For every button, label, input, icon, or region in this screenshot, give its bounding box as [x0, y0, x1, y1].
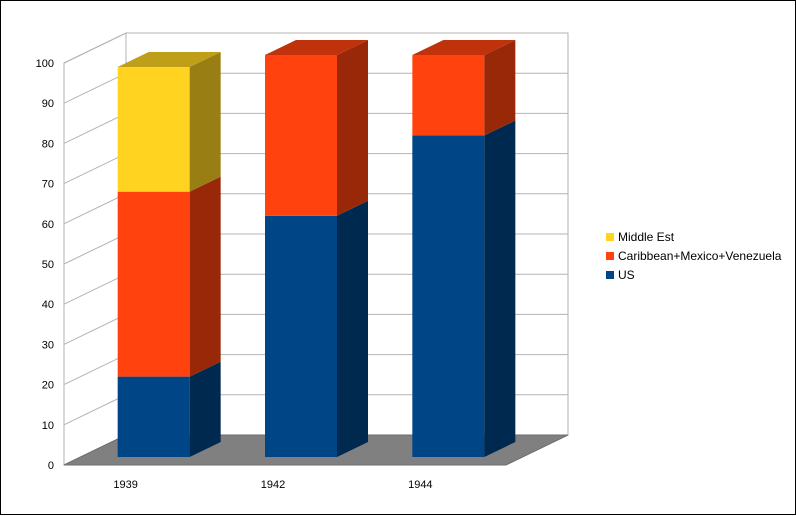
legend-entry: US: [618, 268, 635, 282]
bar-segment: [265, 215, 337, 457]
gridline: [63, 32, 568, 64]
y-tick-label: 80: [42, 138, 54, 150]
legend-swatch: [606, 233, 614, 241]
y-tick-label: 60: [42, 219, 54, 231]
bars: [117, 40, 516, 458]
y-tick-label: 50: [42, 259, 54, 271]
y-tick-label: 0: [48, 460, 54, 472]
x-tick-label: 1939: [113, 479, 137, 491]
legend-swatch: [606, 252, 614, 260]
legend-swatch: [606, 271, 614, 279]
y-tick-label: 40: [42, 299, 54, 311]
y-tick-label: 10: [42, 420, 54, 432]
x-tick-label: 1944: [408, 479, 432, 491]
bar-segment: [412, 135, 485, 457]
bar-side: [484, 40, 516, 136]
bar-side: [337, 200, 368, 458]
bar-segment: [117, 67, 190, 192]
y-tick-label: 30: [42, 339, 54, 351]
bar-side: [484, 120, 516, 458]
x-axis-ticks: 1939 1942 1944: [113, 479, 432, 491]
bar-segment: [117, 191, 190, 377]
y-tick-label: 70: [42, 179, 54, 191]
legend-entry: Middle Est: [618, 230, 675, 244]
bar-side: [189, 52, 221, 192]
bar-segment: [412, 55, 485, 136]
bar-top: [412, 40, 516, 55]
bar-top: [117, 52, 221, 68]
y-tick-label: 20: [42, 380, 54, 392]
y-tick-label: 90: [42, 98, 54, 110]
x-tick-label: 1942: [261, 479, 285, 491]
legend: Middle Est Caribbean+Mexico+Venezuela US: [606, 230, 782, 282]
bar-side: [337, 40, 368, 216]
legend-entry: Caribbean+Mexico+Venezuela: [618, 249, 782, 263]
bar-side: [189, 361, 221, 457]
bar-top: [265, 40, 368, 55]
y-axis-ticks: 0 10 20 30 40 50 60 70 80 90 100: [36, 58, 54, 472]
bar-segment: [117, 376, 190, 457]
bar-side: [189, 176, 221, 377]
y-tick-label: 100: [36, 58, 54, 70]
bar-segment: [265, 55, 337, 216]
